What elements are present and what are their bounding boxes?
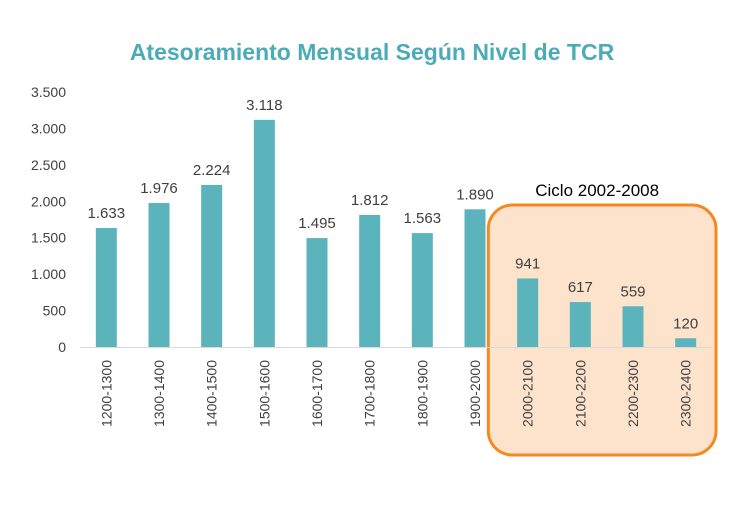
data-label: 1.495 <box>298 215 336 232</box>
x-tick-label: 1500-1600 <box>256 360 272 427</box>
x-tick-label: 1600-1700 <box>309 360 325 427</box>
x-tick-label: 2200-2300 <box>625 360 641 427</box>
bar <box>464 209 486 347</box>
y-tick-label: 1.000 <box>31 266 66 282</box>
y-tick-label: 3.000 <box>31 120 66 136</box>
x-tick-label: 1700-1800 <box>362 360 378 427</box>
bar <box>253 119 275 348</box>
data-label: 2.224 <box>193 162 231 179</box>
data-label: 617 <box>568 279 593 296</box>
bars <box>95 119 697 348</box>
x-axis: 1200-1300 1300-1400 1400-1500 1500-1600 1600… <box>98 360 693 427</box>
data-label: 941 <box>515 255 540 272</box>
x-tick-label: 1400-1500 <box>204 360 220 427</box>
data-label: 3.118 <box>246 97 282 114</box>
cycle-highlight-box <box>486 203 718 457</box>
x-tick-label: 2100-2200 <box>572 360 588 427</box>
y-tick-label: 3.500 <box>31 84 66 100</box>
y-tick-label: 2.500 <box>31 157 66 173</box>
y-tick-label: 2.000 <box>31 193 66 209</box>
cycle-label: Ciclo 2002-2008 <box>535 181 659 200</box>
data-label: 1.890 <box>456 186 494 203</box>
y-tick-label: 0 <box>58 339 66 355</box>
bar <box>411 233 433 347</box>
cycle-annotation: Ciclo 2002-2008 <box>486 181 718 457</box>
bar <box>95 228 117 347</box>
data-label: 1.976 <box>140 180 178 197</box>
data-label: 1.812 <box>351 192 389 209</box>
y-axis: 0 500 1.000 1.500 2.000 2.500 3.000 3.500 <box>31 84 66 355</box>
x-tick-label: 1200-1300 <box>98 360 114 427</box>
bar <box>201 184 223 347</box>
x-tick-label: 2300-2400 <box>678 360 694 427</box>
data-label: 1.563 <box>404 210 442 227</box>
bar <box>148 203 170 347</box>
x-tick-label: 1800-1900 <box>414 360 430 427</box>
data-labels: 1.633 1.976 2.224 3.118 1.495 1.812 1.563 1.890… <box>88 97 699 332</box>
bar <box>517 278 539 347</box>
y-tick-label: 500 <box>43 303 67 319</box>
bar <box>675 338 697 347</box>
data-label: 559 <box>620 283 645 300</box>
bar <box>359 214 381 347</box>
chart-title: Atesoramiento Mensual Según Nivel de TCR <box>130 39 615 65</box>
x-tick-label: 2000-2100 <box>520 360 536 427</box>
x-tick-label: 1300-1400 <box>151 360 167 427</box>
bar <box>569 302 591 347</box>
data-label: 120 <box>673 315 698 332</box>
x-tick-label: 1900-2000 <box>467 360 483 427</box>
data-label: 1.633 <box>88 205 126 222</box>
bar <box>306 238 328 347</box>
y-tick-label: 1.500 <box>31 230 66 246</box>
bar <box>622 306 644 347</box>
